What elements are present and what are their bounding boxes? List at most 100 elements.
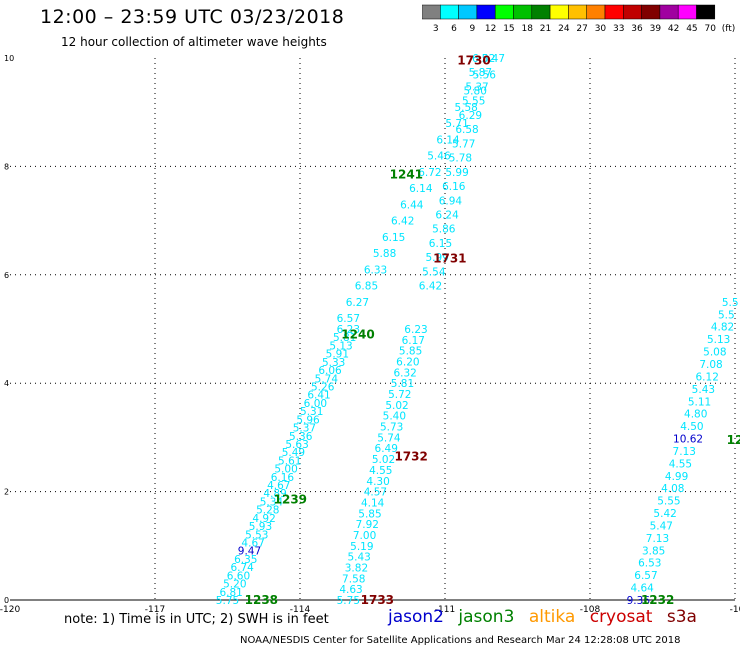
- swh-point-label: 5.49: [282, 447, 305, 459]
- swh-point-label: 5.87: [469, 67, 492, 79]
- swh-point-label: 5.42: [653, 508, 676, 520]
- swh-point-label: 5.00: [274, 464, 297, 476]
- y-tick-label: 6: [4, 271, 9, 280]
- x-tick-label: -108: [580, 605, 601, 615]
- swh-point-label: 6.32: [472, 53, 495, 65]
- swh-point-label: 6.24: [435, 210, 459, 222]
- scale-label: 45: [686, 24, 697, 34]
- swh-point-label: 7.13: [646, 533, 669, 545]
- swh-point-label: 4.67: [241, 538, 264, 550]
- swh-point-label: 6.06: [318, 365, 342, 377]
- swh-point-label: 6.49: [375, 443, 398, 455]
- swh-point-label: 5.80: [464, 86, 487, 98]
- swh-point-label: 6.72: [418, 167, 441, 179]
- swh-point-label: 4.64: [630, 583, 654, 595]
- swh-point-label: 6.58: [455, 124, 478, 136]
- swh-point-label: 3.85: [642, 545, 665, 557]
- swh-point-label: 5.13: [329, 340, 352, 352]
- scale-label: 21: [540, 24, 551, 34]
- swh-point-label: 4.92: [252, 513, 275, 525]
- y-tick-label: 10: [4, 54, 14, 63]
- swh-point-label: 6.57: [634, 570, 657, 582]
- swh-point-label: 6.00: [304, 398, 327, 410]
- legend-jason3: jason3: [458, 607, 515, 627]
- swh-point-label: 5.58: [454, 102, 477, 114]
- swh-point-label: 5.77: [452, 138, 475, 150]
- swh-point-label: 5.19: [350, 541, 373, 553]
- swh-point-label: 5.34: [260, 496, 284, 508]
- legend-altika: altika: [528, 607, 576, 627]
- swh-point-label: 4.82: [711, 322, 734, 334]
- swh-point-label: 5.54: [422, 266, 446, 278]
- swh-point-label: 6.15: [382, 232, 405, 244]
- swh-point-label: 6.53: [638, 558, 661, 570]
- swh-point-label: 3.82: [345, 562, 368, 574]
- page-subtitle: 12 hour collection of altimeter wave hei…: [61, 35, 327, 49]
- swh-point-label: 5.99: [445, 167, 468, 179]
- wave-height-color-scale: 3 6 9 12 15 18 21 24 27 30 33 36 39 42 45 70 (ft): [422, 4, 735, 34]
- swh-point-label: 5.78: [449, 153, 472, 165]
- swh-point-label: 6.35: [234, 554, 257, 566]
- swh-point-label: 5.43: [692, 384, 715, 396]
- swh-point-label: 4.80: [684, 409, 707, 421]
- swh-point-label: 4.67: [267, 480, 290, 492]
- swh-point-label: 5.33: [322, 357, 345, 369]
- swh-point-label: 9.47: [238, 546, 261, 558]
- swh-point-label: 4.14: [361, 497, 385, 509]
- legend-jason2: jason2: [388, 607, 444, 627]
- scale-label: 70: [704, 24, 716, 34]
- satellite-legend: jason2 jason3 altika cryosat s3a: [388, 607, 706, 627]
- credit-line: NOAA/NESDIS Center for Satellite Applica…: [240, 635, 681, 646]
- swh-point-label: 6.16: [442, 181, 466, 193]
- scale-label: 9: [469, 24, 475, 34]
- swh-point-label: 5.96: [296, 414, 320, 426]
- swh-point-label: 5.43: [347, 552, 370, 564]
- swh-point-label: 5.85: [399, 346, 422, 358]
- swh-point-label: 5.74: [377, 432, 401, 444]
- swh-point-label: 6.12: [696, 371, 719, 383]
- swh-point-label: 5.72: [388, 389, 411, 401]
- swh-point-label: 6.42: [419, 281, 442, 293]
- swh-point-label: 5.08: [703, 347, 726, 359]
- pass-time-label: 1730: [457, 54, 490, 68]
- pass-time-label: 1731: [433, 252, 466, 266]
- swh-point-label: 6.14: [436, 134, 460, 146]
- swh-point-label: 5.81: [391, 378, 414, 390]
- swh-point-label: 5.73: [380, 422, 403, 434]
- scale-label: 15: [503, 24, 514, 34]
- y-tick-label: 0: [4, 596, 9, 605]
- swh-point-label: 4.30: [366, 476, 389, 488]
- swh-point-label: 5.74: [315, 373, 339, 385]
- swh-point-label: 4.55: [669, 458, 692, 470]
- swh-point-label: 6.94: [439, 195, 463, 207]
- swh-point-label: 7.08: [699, 359, 722, 371]
- swh-point-label: 5.26: [311, 381, 335, 393]
- swh-point-label: 6.57: [337, 313, 360, 325]
- swh-point-label: 10.62: [673, 434, 703, 446]
- pass-time-label: 1733: [361, 593, 394, 607]
- swh-point-label: 6.60: [227, 570, 250, 582]
- swh-point-label: 4.63: [339, 584, 362, 596]
- swh-point-label: 5.02: [385, 400, 408, 412]
- swh-point-label: 5.36: [289, 431, 313, 443]
- swh-point-label: 5.47: [650, 520, 673, 532]
- swh-point-label: 5.86: [432, 224, 456, 236]
- legend-cryosat: cryosat: [589, 607, 653, 627]
- y-tick-label: 2: [4, 488, 9, 497]
- scale-label: 33: [613, 24, 624, 34]
- swh-point-label: 7.13: [673, 446, 696, 458]
- scale-label: 27: [576, 24, 587, 34]
- swh-point-label: 4.55: [369, 465, 392, 477]
- swh-point-label: 6.33: [364, 264, 387, 276]
- swh-point-label: 6.23: [337, 324, 360, 336]
- swh-point-label: 5.75: [216, 595, 239, 607]
- swh-point-label: 5.02: [372, 454, 395, 466]
- swh-point-label: 5.93: [249, 521, 272, 533]
- swh-point-label: 6.42: [391, 216, 414, 228]
- swh-point-label: 6.15: [429, 238, 452, 250]
- pass-time-label: 1238: [245, 593, 278, 607]
- swh-point-label: 6.23: [404, 324, 427, 336]
- swh-point-label: 7.58: [342, 573, 365, 585]
- x-tick-label: -114: [290, 605, 311, 615]
- scale-label: 30: [595, 24, 607, 34]
